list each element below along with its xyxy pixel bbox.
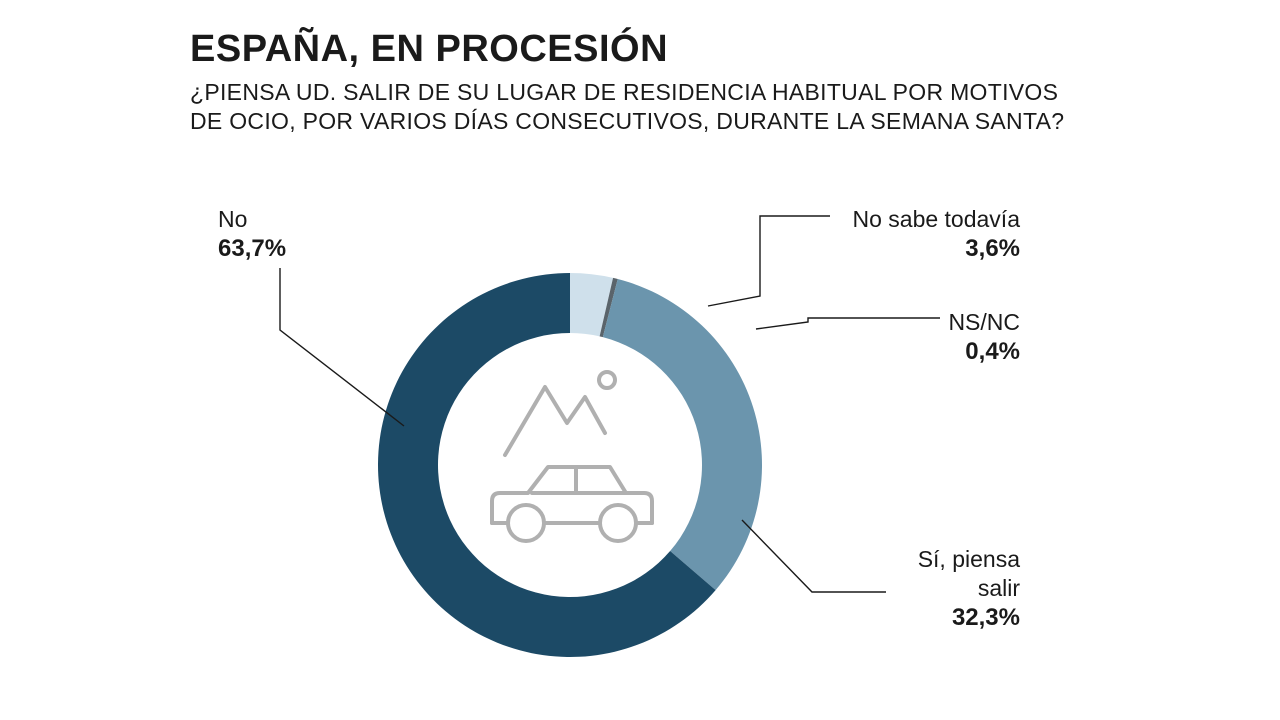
leader-no (280, 268, 404, 426)
label-no-pct: 63,7% (218, 234, 286, 264)
label-si-line2: salir (918, 574, 1020, 603)
label-no-text: No (218, 205, 286, 234)
label-no-sabe-text: No sabe todavía (852, 205, 1020, 234)
label-si-pct: 32,3% (918, 603, 1020, 633)
leader-si (742, 520, 886, 592)
label-no-sabe-pct: 3,6% (852, 234, 1020, 264)
travel-icon (492, 372, 652, 541)
donut-segment-si (603, 279, 762, 590)
label-nsnc-pct: 0,4% (948, 337, 1020, 367)
infographic-container: ESPAÑA, EN PROCESIÓN ¿PIENSA UD. SALIR D… (0, 0, 1280, 720)
label-no-sabe: No sabe todavía 3,6% (852, 205, 1020, 264)
label-si: Sí, piensa salir 32,3% (918, 545, 1020, 633)
leader-no_sabe (708, 216, 830, 306)
label-nsnc-text: NS/NC (948, 308, 1020, 337)
label-no: No 63,7% (218, 205, 286, 264)
label-nsnc: NS/NC 0,4% (948, 308, 1020, 367)
donut-chart (0, 0, 1280, 720)
leader-nsnc (756, 318, 940, 329)
label-si-line1: Sí, piensa (918, 545, 1020, 574)
